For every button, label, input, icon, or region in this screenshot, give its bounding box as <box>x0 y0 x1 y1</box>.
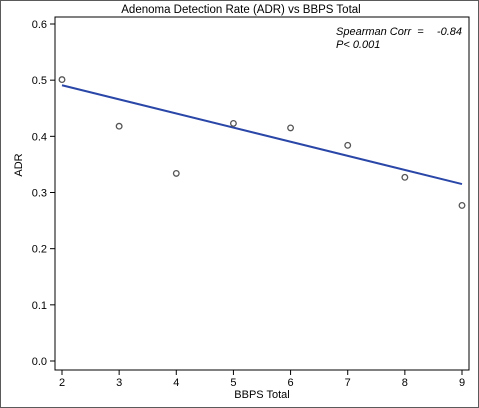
data-point <box>58 76 66 84</box>
spearman-value: -0.84 <box>437 26 462 38</box>
x-tick-label: 7 <box>345 377 351 389</box>
x-tick-label: 4 <box>173 377 179 389</box>
y-axis-label: ADR <box>13 153 25 176</box>
data-point <box>115 122 123 130</box>
data-point <box>344 141 352 149</box>
x-tick-label: 6 <box>288 377 294 389</box>
x-tick-label: 8 <box>402 377 408 389</box>
y-tick-label: 0.0 <box>32 356 47 368</box>
y-axis-ticks: 0.0 0.1 0.2 0.3 0.4 0.5 0.6 <box>32 19 55 368</box>
x-tick-label: 2 <box>59 377 65 389</box>
data-point <box>172 169 180 177</box>
chart-title: Adenoma Detection Rate (ADR) vs BBPS Tot… <box>121 4 360 16</box>
x-axis-ticks: 2 3 4 5 6 7 8 9 <box>59 370 465 389</box>
x-axis-label: BBPS Total <box>234 389 289 401</box>
x-tick-label: 5 <box>230 377 236 389</box>
y-tick-label: 0.1 <box>32 300 47 312</box>
data-points <box>58 76 466 209</box>
spearman-label: Spearman Corr = <box>336 26 424 38</box>
y-tick-label: 0.6 <box>32 19 47 31</box>
data-point <box>287 124 295 132</box>
data-point <box>401 173 409 181</box>
x-tick-label: 9 <box>459 377 465 389</box>
data-point <box>229 119 237 127</box>
y-tick-label: 0.3 <box>32 188 47 200</box>
y-tick-label: 0.5 <box>32 75 47 87</box>
p-value-annotation: P< 0.001 <box>336 39 380 51</box>
y-tick-label: 0.4 <box>32 131 47 143</box>
regression-line-group <box>61 84 463 186</box>
regression-line <box>61 84 463 186</box>
x-tick-label: 3 <box>116 377 122 389</box>
y-tick-label: 0.2 <box>32 244 47 256</box>
plot-area <box>54 16 470 371</box>
data-point <box>458 201 466 209</box>
